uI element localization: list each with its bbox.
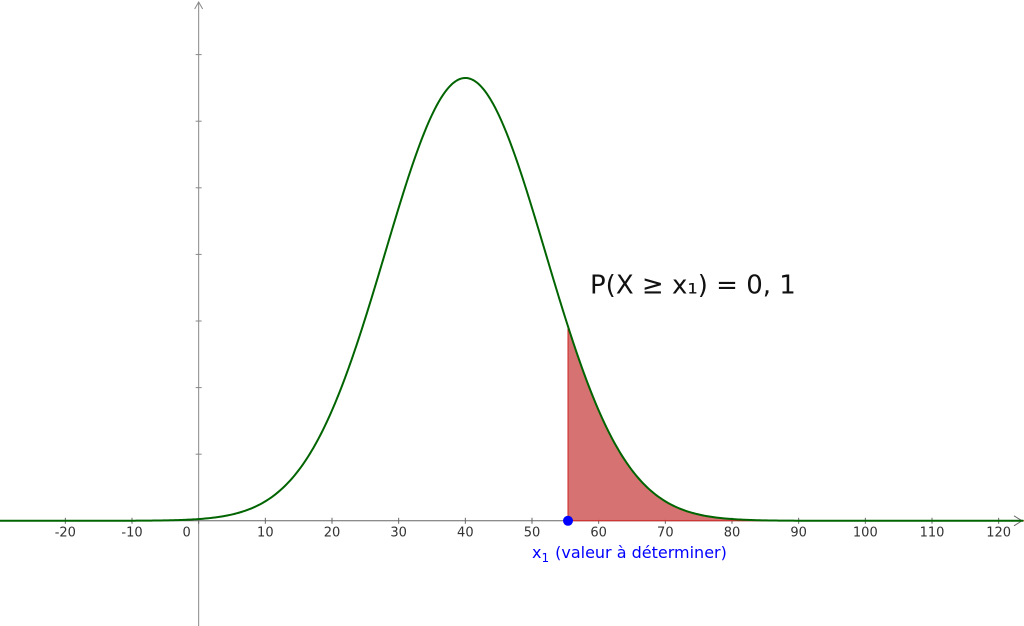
annotation: P(X ≥ x₁) = 0, 1 — [590, 271, 796, 301]
x-tick-label: 80 — [724, 525, 741, 540]
point-label-sub: 1 — [541, 551, 549, 565]
x-tick-label: 100 — [853, 525, 878, 540]
x-tick-label: -10 — [121, 525, 142, 540]
x-tick-label: 90 — [790, 525, 807, 540]
density-curve — [0, 76, 1024, 522]
point-label-var: x — [532, 543, 541, 562]
x-tick-label: -20 — [55, 525, 76, 540]
x-tick-label: 30 — [390, 525, 407, 540]
y-arrow — [194, 0, 204, 10]
x-tick-label: 120 — [986, 525, 1011, 540]
tail-area — [567, 326, 1024, 522]
point-label-text: (valeur à déterminer) — [555, 543, 727, 562]
x-tick-label: 60 — [590, 525, 607, 540]
x1-point — [563, 515, 573, 526]
x-tick-label: 40 — [457, 525, 474, 540]
x-tick-label: 70 — [657, 525, 674, 540]
point-label: x1 (valeur à déterminer) — [532, 543, 727, 565]
x-tick-label: 20 — [324, 525, 341, 540]
x-tick-label: 10 — [257, 525, 274, 540]
x-tick-label: 0 — [183, 525, 191, 540]
x-tick-label: 50 — [524, 525, 541, 540]
x-tick-label: 110 — [920, 525, 945, 540]
